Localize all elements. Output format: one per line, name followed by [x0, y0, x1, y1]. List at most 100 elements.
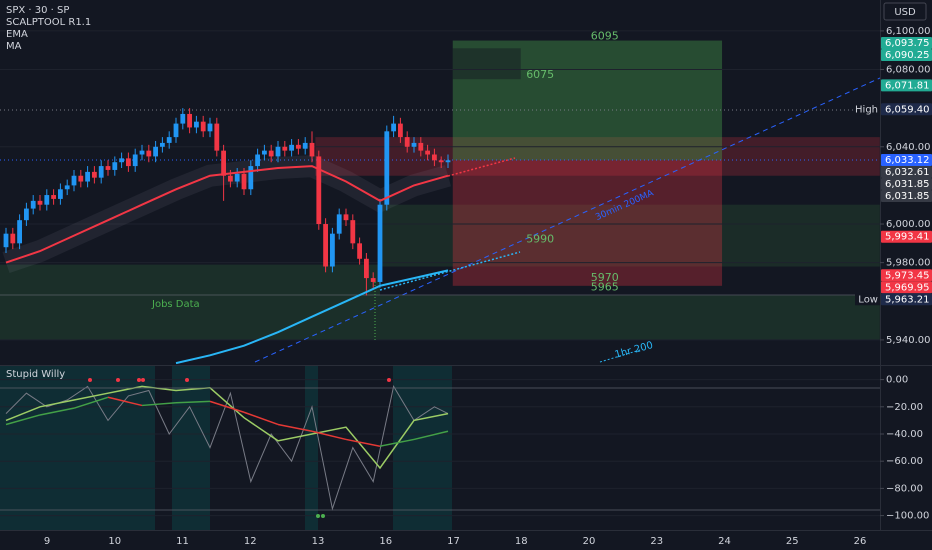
candle-body [296, 144, 301, 149]
candle-body [180, 113, 186, 124]
candle-body [153, 146, 158, 157]
x-tick-label: 10 [108, 536, 121, 547]
x-tick-label: 12 [244, 536, 257, 547]
candle-body [187, 113, 192, 128]
candle-body [132, 154, 138, 167]
candle-body [262, 150, 267, 155]
candle-body [10, 233, 16, 244]
candle-body [64, 185, 70, 190]
y-tick-label: −20.00 [886, 402, 923, 413]
price-label-box [881, 36, 932, 49]
price-label-box [881, 281, 932, 294]
signal-dot [387, 378, 391, 382]
indicator-name: MA [6, 41, 22, 52]
candle-body [384, 131, 390, 205]
zone [380, 204, 880, 267]
zone [452, 40, 723, 161]
indicator-line [175, 269, 449, 365]
price-label-box [881, 269, 932, 282]
zone [0, 295, 880, 340]
candle-body [255, 154, 260, 167]
candle-body [58, 189, 63, 199]
price-label-box [881, 103, 932, 116]
candle-body [30, 200, 36, 209]
y-tick-label: −60.00 [886, 456, 923, 467]
x-tick-label: 16 [379, 536, 392, 547]
x-tick-label: 23 [650, 536, 663, 547]
x-tick-label: 11 [176, 536, 189, 547]
candle-body [404, 137, 410, 147]
annotation: Jobs Data [151, 299, 200, 310]
highlight [0, 366, 155, 530]
signal-segment [141, 401, 177, 407]
price-label: 5,973.45 [885, 270, 930, 281]
candle-body [241, 173, 247, 190]
signal-segment [379, 438, 415, 447]
candle-body [194, 121, 199, 128]
highlight [172, 366, 210, 530]
candle-body [98, 166, 104, 178]
x-tick-label: 18 [515, 536, 528, 547]
candle-body [438, 160, 444, 163]
x-tick-label: 26 [854, 536, 867, 547]
candle-body [207, 123, 213, 132]
price-tag-box [855, 103, 880, 116]
candle-body [398, 123, 403, 138]
candle-body [200, 121, 206, 132]
candle-body [432, 154, 437, 161]
currency-button[interactable] [883, 2, 927, 21]
candle-body [17, 220, 22, 244]
candle-body [24, 208, 29, 221]
y-tick-label: 0.00 [886, 375, 908, 386]
projection-line [599, 349, 641, 363]
price-tag: High [855, 104, 878, 115]
oscillator-line [5, 385, 449, 470]
indicator-name: SCALPTOOL R1.1 [6, 17, 91, 28]
signal-dot [316, 514, 320, 518]
price-label-box [881, 178, 932, 191]
price-label: 5,993.41 [885, 232, 930, 243]
x-tick-label: 24 [718, 536, 731, 547]
currency[interactable]: USD [894, 7, 916, 18]
candle-body [160, 142, 165, 147]
candle-body [37, 200, 43, 205]
x-tick-label: 9 [44, 536, 50, 547]
candle-body [119, 158, 124, 163]
price-label-box [881, 190, 932, 203]
projection-line [379, 251, 521, 291]
price-label-box [881, 48, 932, 61]
candle-body [425, 150, 430, 155]
price-label: 6,090.25 [885, 50, 930, 61]
x-tick-label: 20 [583, 536, 596, 547]
signal-segment [277, 423, 313, 433]
projections [0, 77, 880, 363]
price-label: 6,033.12 [885, 155, 930, 166]
indicator-line [5, 165, 449, 264]
candle-body [316, 156, 322, 225]
level-label: 6095 [591, 30, 619, 43]
candle-body [302, 142, 308, 149]
price-tag-box [855, 293, 880, 306]
signal-dot [88, 378, 92, 382]
highlight [393, 366, 452, 530]
candle-body [221, 150, 226, 176]
price-label: 5,963.21 [885, 294, 930, 305]
level-label: 6075 [526, 68, 554, 81]
indicator-name: EMA [6, 29, 28, 40]
y-tick-label: 5,980.00 [886, 258, 931, 269]
candle-body [126, 158, 131, 167]
price-label: 6,031.85 [885, 191, 930, 202]
candle-body [3, 233, 9, 248]
signal-segment [5, 414, 41, 426]
candle-body [350, 220, 356, 244]
zones [0, 40, 880, 340]
candle-body [51, 195, 56, 199]
price-label-box [881, 293, 932, 306]
y-tick-label: 6,040.00 [886, 142, 931, 153]
y-tick-label: 6,100.00 [886, 26, 931, 37]
price-label-box [881, 79, 932, 92]
zone [452, 160, 723, 286]
candle-body [391, 123, 396, 132]
candle-body [146, 150, 152, 157]
